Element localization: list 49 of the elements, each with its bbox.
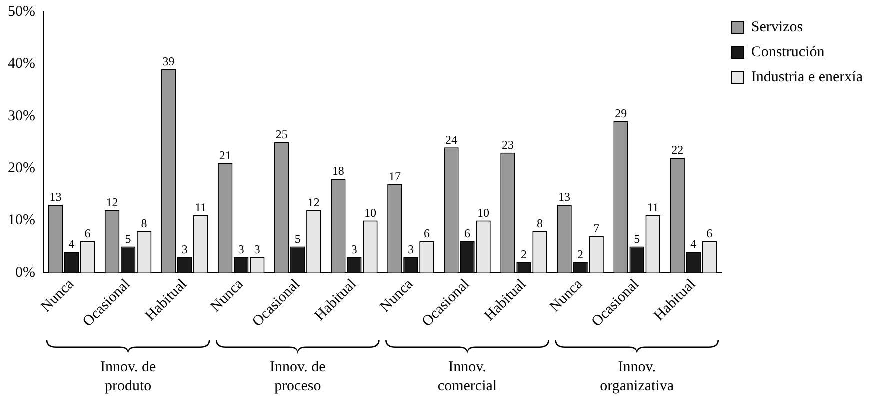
data-label: 39 <box>162 54 175 69</box>
y-tick-label: 40% <box>8 56 36 72</box>
y-tick-label: 0% <box>15 264 36 281</box>
data-label: 5 <box>294 232 301 246</box>
data-label: 22 <box>672 143 684 158</box>
data-label: 8 <box>537 216 544 230</box>
data-label: 13 <box>558 190 571 204</box>
data-label: 3 <box>408 242 414 256</box>
data-label: 25 <box>276 128 288 142</box>
text: Innov. comercial <box>438 359 498 394</box>
legend-label: Construción <box>751 44 826 60</box>
data-label: 4 <box>68 237 75 252</box>
y-tick-label: 20% <box>8 160 36 176</box>
data-label: 6 <box>424 226 430 241</box>
data-label: 11 <box>647 200 659 215</box>
legend-label: Industria e enerxía <box>751 69 864 86</box>
data-label: 4 <box>690 237 697 252</box>
data-label: 6 <box>706 226 713 241</box>
data-label: 17 <box>388 169 401 184</box>
data-label: 6 <box>464 226 470 241</box>
data-label: 23 <box>502 138 514 152</box>
data-label: 3 <box>182 242 188 256</box>
data-label: 3 <box>254 242 260 256</box>
data-label: 13 <box>50 190 62 204</box>
data-label: 3 <box>238 242 244 256</box>
data-label: 12 <box>308 195 320 210</box>
data-label: 10 <box>478 206 490 220</box>
text: Innov. de proceso <box>270 359 326 394</box>
data-label: 12 <box>106 195 118 210</box>
data-label: 2 <box>521 248 528 262</box>
text: Innov. organizativa <box>600 359 674 394</box>
data-label: 8 <box>141 216 148 230</box>
data-label: 24 <box>445 132 458 147</box>
y-tick-label: 30% <box>8 108 36 124</box>
data-label: 5 <box>634 232 640 246</box>
data-label: 21 <box>219 148 232 162</box>
data-label: 5 <box>125 232 132 246</box>
text: Innov. de produto <box>100 359 156 394</box>
y-tick-label: 50% <box>8 4 36 20</box>
y-tick-label: 10% <box>8 212 36 229</box>
data-label: 11 <box>195 200 207 215</box>
data-label: 2 <box>578 248 584 262</box>
data-label: 29 <box>615 106 628 121</box>
data-label: 10 <box>364 206 376 220</box>
data-label: 7 <box>594 221 600 236</box>
data-label: 3 <box>351 242 358 256</box>
legend-label: Servizos <box>751 19 804 36</box>
data-label: 6 <box>84 226 91 241</box>
data-label: 18 <box>332 164 344 178</box>
